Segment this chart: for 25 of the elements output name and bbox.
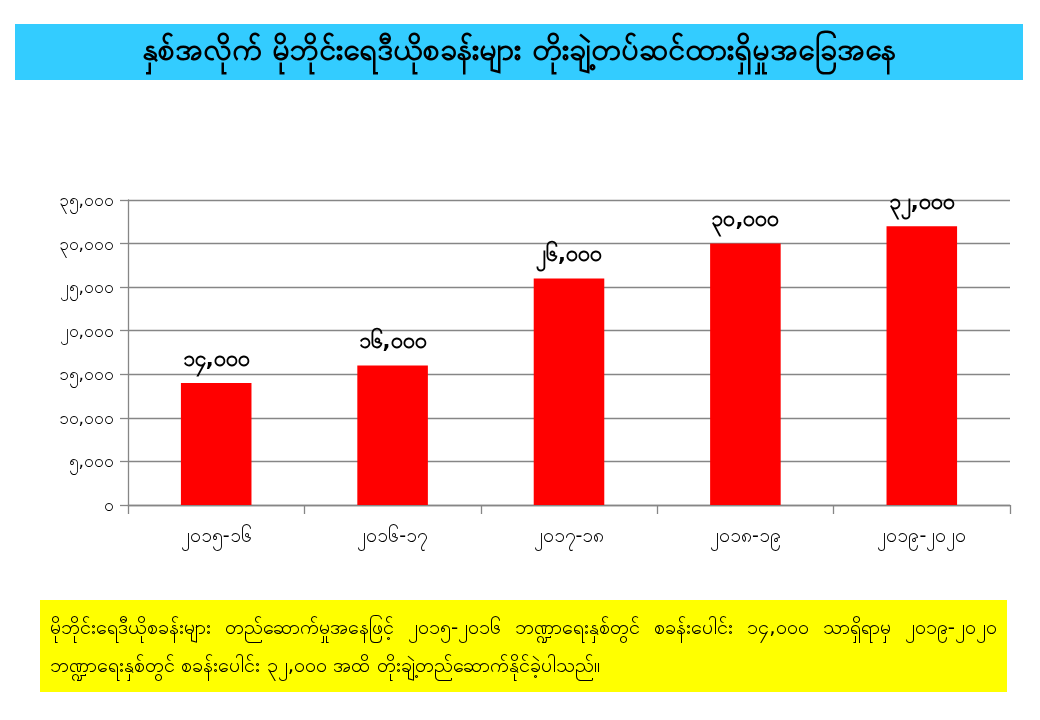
x-tick-label: ၂၀၁၅-၁၆ — [180, 523, 252, 551]
bar — [180, 383, 252, 505]
y-tick-label: ၁၅,၀၀၀ — [58, 364, 114, 389]
y-tick-label: ၂၀,၀၀၀ — [59, 320, 114, 345]
bar — [886, 226, 958, 505]
y-tick-label: ၂၅,၀၀၀ — [59, 277, 114, 302]
bar — [357, 365, 428, 505]
data-label: ၁၄,၀၀၀ — [182, 346, 250, 377]
bar — [710, 243, 781, 505]
chart-title: နှစ်အလိုက် မိုဘိုင်းရေဒီယိုစခန်းများ တိုးချဲ့တပ်ဆင်ထားရှိမှုအခြေအနေ — [142, 29, 896, 75]
bar — [533, 278, 605, 505]
y-tick-label: ၁၀,၀၀၀ — [58, 407, 114, 428]
x-tick-label: ၂၀၁၇-၁၈ — [533, 523, 605, 551]
y-tick-label: ၀ — [104, 495, 114, 515]
text: မိုဘိုင်းရေဒီယိုစခန်းများ တည်ဆောက်မှုအနေဖြင့် ၂၀၁၅-၂၀၁၆ ဘဏ္ဍာရေးနှစ်တွင် စခန်းပေါင်း ၁၄,၀၀၀ သာရှိရာမှ ၂၀၁၉-၂၀၂၀ ဘဏ္ဍာရေးနှစ်တွင် စခန်းပေါင်း ၃၂,၀၀၀ အထိ တိုးချဲ့တည်ဆောက်နိုင်ခဲ့ပါသည်။ — [50, 614, 997, 683]
data-label: ၃၀,၀၀၀ — [711, 207, 780, 238]
data-label: ၃၂,၀၀၀ — [888, 189, 955, 220]
y-tick-label: ၃၅,၀၀၀ — [58, 190, 114, 214]
y-tick-label: ၅,၀၀၀ — [68, 451, 114, 476]
data-label: ၁၆,၀၀၀ — [358, 327, 427, 354]
x-tick-label: ၂၀၁၈-၁၉ — [709, 523, 781, 551]
x-tick-label: ၂၀၁၆-၁၇ — [357, 523, 429, 551]
data-label: ၂၆,၀၀၀ — [536, 239, 602, 272]
x-tick-label: ၂၀၁၉-၂၀၂၀ — [877, 523, 967, 551]
y-tick-label: ၃၀,၀၀၀ — [58, 233, 114, 258]
